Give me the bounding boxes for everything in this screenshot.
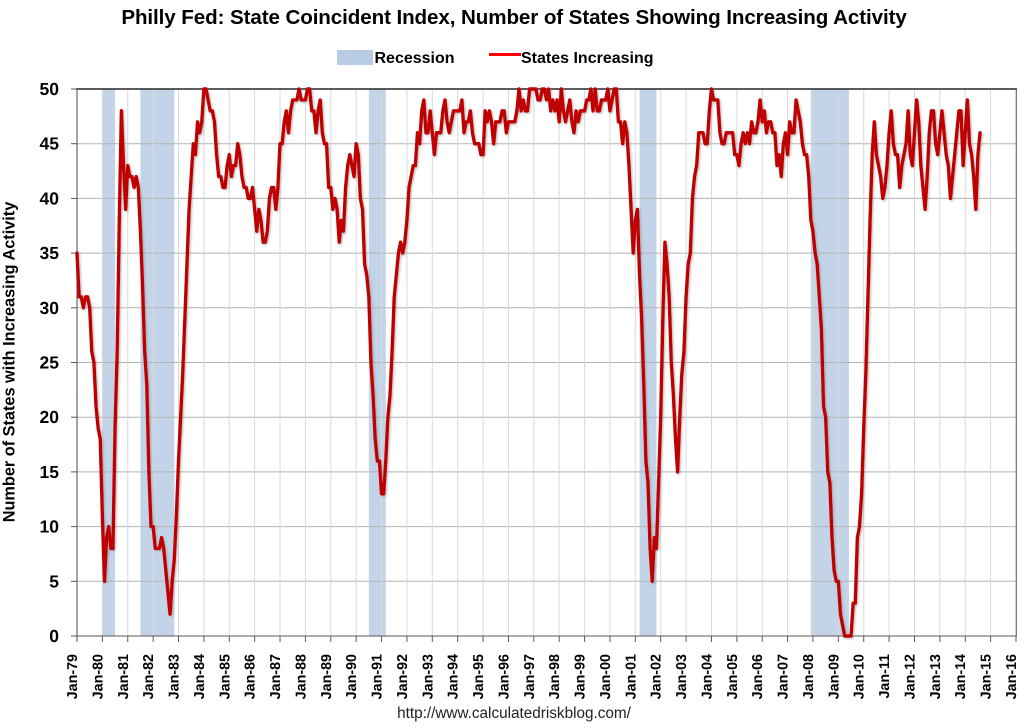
svg-text:Jan-15: Jan-15 xyxy=(979,654,995,699)
svg-text:Jan-12: Jan-12 xyxy=(902,654,918,699)
svg-text:Jan-87: Jan-87 xyxy=(268,654,284,699)
svg-text:Jan-86: Jan-86 xyxy=(243,654,259,699)
svg-text:25: 25 xyxy=(40,353,60,373)
svg-text:Jan-03: Jan-03 xyxy=(674,654,690,699)
svg-text:35: 35 xyxy=(40,243,60,263)
svg-text:5: 5 xyxy=(49,571,59,591)
svg-text:20: 20 xyxy=(40,407,60,427)
svg-text:Jan-96: Jan-96 xyxy=(496,654,512,699)
svg-text:Jan-08: Jan-08 xyxy=(801,654,817,699)
svg-text:Jan-06: Jan-06 xyxy=(750,654,766,699)
svg-text:10: 10 xyxy=(40,517,60,537)
svg-text:Jan-95: Jan-95 xyxy=(471,654,487,699)
svg-text:Jan-99: Jan-99 xyxy=(573,654,589,699)
svg-text:40: 40 xyxy=(40,188,60,208)
svg-text:0: 0 xyxy=(49,626,59,646)
svg-text:Jan-85: Jan-85 xyxy=(217,654,233,699)
svg-text:Jan-98: Jan-98 xyxy=(547,654,563,699)
svg-text:Jan-16: Jan-16 xyxy=(1004,654,1020,699)
svg-text:Jan-10: Jan-10 xyxy=(852,654,868,699)
svg-text:Jan-14: Jan-14 xyxy=(953,654,969,699)
svg-text:Jan-94: Jan-94 xyxy=(446,654,462,699)
svg-text:Jan-11: Jan-11 xyxy=(877,654,893,699)
svg-text:Jan-88: Jan-88 xyxy=(293,654,309,699)
svg-text:45: 45 xyxy=(40,134,60,154)
svg-text:Jan-92: Jan-92 xyxy=(395,654,411,699)
svg-text:30: 30 xyxy=(40,298,60,318)
svg-text:Jan-84: Jan-84 xyxy=(192,654,208,699)
svg-text:Jan-89: Jan-89 xyxy=(319,654,335,699)
svg-text:Jan-05: Jan-05 xyxy=(725,654,741,699)
svg-text:50: 50 xyxy=(40,79,60,99)
svg-text:Jan-91: Jan-91 xyxy=(370,654,386,699)
svg-text:Jan-01: Jan-01 xyxy=(623,654,639,699)
svg-text:Jan-02: Jan-02 xyxy=(649,654,665,699)
svg-text:Jan-09: Jan-09 xyxy=(826,654,842,699)
svg-text:15: 15 xyxy=(40,462,60,482)
svg-text:Jan-04: Jan-04 xyxy=(699,654,715,699)
svg-text:Jan-83: Jan-83 xyxy=(167,654,183,699)
svg-text:Jan-97: Jan-97 xyxy=(522,654,538,699)
svg-text:Jan-79: Jan-79 xyxy=(65,654,81,699)
svg-text:Jan-81: Jan-81 xyxy=(116,654,132,699)
svg-text:Jan-80: Jan-80 xyxy=(90,654,106,699)
svg-text:Jan-00: Jan-00 xyxy=(598,654,614,699)
svg-text:Jan-90: Jan-90 xyxy=(344,654,360,699)
svg-text:Jan-82: Jan-82 xyxy=(141,654,157,699)
svg-text:Jan-07: Jan-07 xyxy=(776,654,792,699)
svg-text:Jan-13: Jan-13 xyxy=(928,654,944,699)
svg-text:Jan-93: Jan-93 xyxy=(420,654,436,699)
